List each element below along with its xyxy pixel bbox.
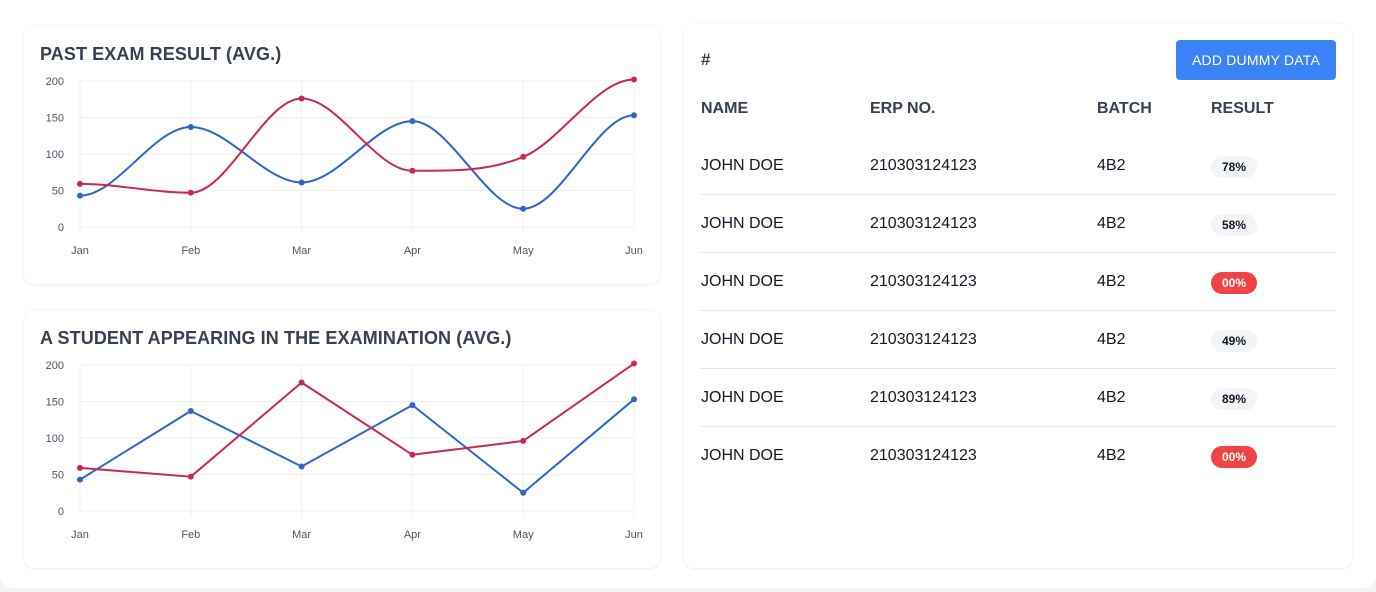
data-point	[520, 205, 527, 212]
result-badge: 58%	[1211, 214, 1257, 236]
data-point	[298, 95, 305, 102]
student-results-card: # ADD DUMMY DATA NAME ERP NO. BATCH RESU…	[684, 24, 1352, 568]
column-header-result: RESULT	[1211, 100, 1274, 117]
chart-title: PAST EXAM RESULT (AVG.)	[40, 44, 282, 64]
y-tick-label: 150	[46, 113, 64, 125]
table-row: JOHN DOE 210303124123 4B2 58%	[700, 195, 1336, 253]
row-divider	[700, 426, 1336, 427]
erp-number: 210303124123	[870, 273, 977, 290]
past-exam-result-chart: 0 50 100 150 200 Jan Feb Mar Apr May Jun	[46, 76, 643, 257]
x-tick-label: Jun	[625, 245, 643, 257]
add-dummy-data-button[interactable]: ADD DUMMY DATA	[1176, 40, 1336, 80]
x-tick-label: Apr	[404, 529, 421, 541]
data-point	[631, 360, 637, 367]
x-tick-label: Jun	[625, 529, 643, 541]
column-header-name: NAME	[701, 100, 749, 117]
x-tick-label: Apr	[404, 245, 421, 257]
result-badge: 89%	[1211, 388, 1257, 410]
column-header-erp: ERP NO.	[870, 100, 936, 117]
x-tick-label: Jan	[71, 245, 89, 257]
batch: 4B2	[1097, 157, 1126, 174]
result-badge-fail: 00%	[1211, 446, 1257, 468]
y-tick-label: 100	[46, 433, 64, 445]
row-divider	[700, 252, 1336, 253]
y-tick-label: 50	[52, 186, 64, 198]
result-badge: 78%	[1211, 156, 1257, 178]
erp-number: 210303124123	[870, 389, 977, 406]
x-tick-label: Feb	[181, 529, 200, 541]
student-name: JOHN DOE	[701, 215, 784, 232]
batch: 4B2	[1097, 447, 1126, 464]
batch: 4B2	[1097, 331, 1126, 348]
x-tick-label: Mar	[292, 529, 311, 541]
data-point	[520, 153, 527, 160]
student-appearing-card: A STUDENT APPEARING IN THE EXAMINATION (…	[24, 310, 660, 568]
data-point	[631, 396, 637, 403]
data-point	[520, 489, 527, 496]
row-number-header: #	[701, 50, 711, 69]
data-point	[298, 179, 305, 186]
table-row: JOHN DOE 210303124123 4B2 78%	[700, 137, 1336, 195]
batch: 4B2	[1097, 215, 1126, 232]
student-name: JOHN DOE	[701, 447, 784, 464]
data-point	[409, 402, 416, 409]
result-badge-fail: 00%	[1211, 272, 1257, 294]
student-name: JOHN DOE	[701, 157, 784, 174]
data-point	[187, 123, 194, 130]
student-name: JOHN DOE	[701, 331, 784, 348]
y-tick-label: 200	[46, 360, 64, 372]
result-badge: 49%	[1211, 330, 1257, 352]
table-row: JOHN DOE 210303124123 4B2 00%	[700, 253, 1336, 311]
erp-number: 210303124123	[870, 447, 977, 464]
y-tick-label: 0	[58, 506, 64, 518]
row-divider	[700, 368, 1336, 369]
table-row: JOHN DOE 210303124123 4B2 49%	[700, 311, 1336, 369]
y-tick-label: 100	[46, 149, 64, 161]
erp-number: 210303124123	[870, 157, 977, 174]
data-point	[298, 463, 305, 470]
batch: 4B2	[1097, 273, 1126, 290]
chart-title: A STUDENT APPEARING IN THE EXAMINATION (…	[40, 328, 512, 348]
table-row: JOHN DOE 210303124123 4B2 89%	[700, 369, 1336, 427]
past-exam-result-card: PAST EXAM RESULT (AVG.) 0 50 100 150 200 Jan F…	[24, 26, 660, 284]
table-row: JOHN DOE 210303124123 4B2 00%	[700, 427, 1336, 485]
x-tick-label: May	[513, 529, 534, 541]
data-point	[187, 407, 194, 414]
data-point	[187, 189, 194, 196]
series-line-1	[79, 398, 635, 494]
x-tick-label: Mar	[292, 245, 311, 257]
data-point	[77, 180, 83, 187]
data-point	[409, 118, 416, 125]
data-point	[409, 451, 416, 458]
erp-number: 210303124123	[870, 331, 977, 348]
data-point	[187, 473, 194, 480]
data-point	[298, 379, 305, 386]
data-point	[631, 76, 637, 83]
y-tick-label: 200	[46, 76, 64, 88]
y-tick-label: 150	[46, 397, 64, 409]
series-line-2	[79, 78, 635, 194]
series-line-2	[79, 362, 635, 478]
data-point	[77, 476, 83, 483]
data-point	[631, 112, 637, 119]
data-point	[77, 192, 83, 199]
student-name: JOHN DOE	[701, 389, 784, 406]
batch: 4B2	[1097, 389, 1126, 406]
x-tick-label: Feb	[181, 245, 200, 257]
x-tick-label: Jan	[71, 529, 89, 541]
student-name: JOHN DOE	[701, 273, 784, 290]
student-appearing-chart: 0 50 100 150 200 Jan Feb Mar Apr May Jun	[46, 360, 643, 541]
row-divider	[700, 310, 1336, 311]
y-tick-label: 0	[58, 222, 64, 234]
column-header-batch: BATCH	[1097, 100, 1152, 117]
erp-number: 210303124123	[870, 215, 977, 232]
row-divider	[700, 194, 1336, 195]
y-tick-label: 50	[52, 470, 64, 482]
data-point	[409, 167, 416, 174]
data-point	[77, 464, 83, 471]
series-line-1	[79, 114, 635, 210]
data-point	[520, 437, 527, 444]
x-tick-label: May	[513, 245, 534, 257]
